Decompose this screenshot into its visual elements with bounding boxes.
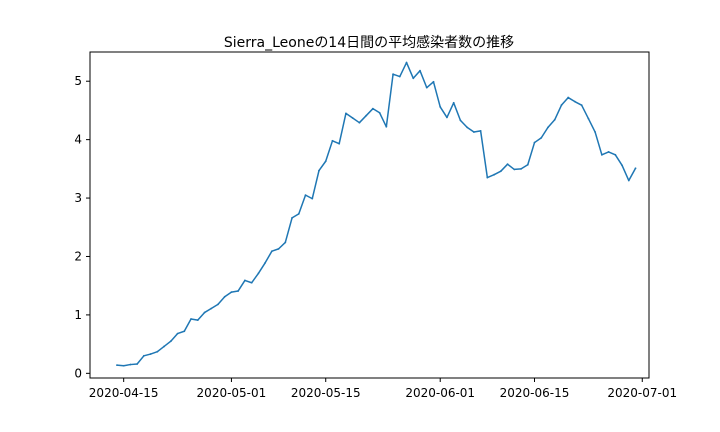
data-point bbox=[432, 80, 435, 83]
data-point bbox=[553, 118, 556, 121]
x-tick-label: 2020-07-01 bbox=[607, 386, 677, 400]
data-point bbox=[452, 101, 455, 104]
data-point bbox=[600, 153, 603, 156]
data-point bbox=[621, 164, 623, 167]
series-points bbox=[116, 61, 637, 367]
data-point bbox=[284, 241, 287, 244]
data-point bbox=[338, 142, 341, 145]
data-point bbox=[217, 303, 219, 306]
data-point bbox=[331, 139, 334, 142]
data-point bbox=[291, 217, 293, 219]
data-point bbox=[196, 319, 199, 322]
data-point bbox=[250, 281, 253, 284]
data-point bbox=[365, 114, 368, 117]
data-point bbox=[358, 121, 361, 124]
data-point bbox=[270, 250, 273, 253]
y-tick-label: 1 bbox=[74, 308, 82, 322]
y-tick-label: 5 bbox=[74, 74, 82, 88]
plot-area-frame bbox=[89, 51, 650, 379]
chart-title: Sierra_Leoneの14日間の平均感染者数の推移 bbox=[224, 34, 514, 51]
data-point bbox=[486, 176, 489, 179]
data-point bbox=[324, 160, 327, 163]
data-point bbox=[446, 116, 448, 119]
data-point bbox=[237, 290, 240, 292]
data-point bbox=[371, 107, 374, 110]
data-point bbox=[318, 169, 320, 172]
data-point bbox=[412, 77, 415, 80]
data-point bbox=[526, 163, 529, 166]
data-point bbox=[116, 364, 118, 367]
data-point bbox=[297, 212, 300, 215]
data-point bbox=[129, 363, 132, 366]
data-point bbox=[264, 262, 267, 264]
data-point bbox=[223, 295, 226, 298]
data-point bbox=[136, 363, 139, 365]
y-tick-label: 3 bbox=[74, 191, 82, 205]
data-point bbox=[398, 75, 401, 78]
data-point bbox=[614, 153, 617, 156]
data-point bbox=[627, 179, 630, 182]
series-line bbox=[116, 61, 637, 367]
data-point bbox=[533, 141, 536, 144]
data-point bbox=[385, 125, 388, 128]
data-point bbox=[425, 86, 428, 89]
y-axis: 0 1 2 3 4 5 bbox=[74, 74, 90, 380]
x-axis: 2020-04-15 2020-05-01 2020-05-15 2020-06-01… bbox=[89, 378, 677, 400]
data-point bbox=[540, 136, 543, 139]
data-point bbox=[183, 330, 186, 333]
data-point bbox=[392, 73, 394, 76]
data-point bbox=[479, 129, 482, 132]
data-point bbox=[156, 350, 159, 353]
data-point bbox=[587, 117, 590, 120]
data-point bbox=[405, 61, 408, 64]
data-point bbox=[190, 318, 192, 320]
data-point bbox=[567, 96, 570, 99]
data-point bbox=[378, 111, 381, 114]
data-point bbox=[122, 364, 125, 367]
data-point bbox=[439, 106, 442, 108]
x-tick-label: 2020-06-15 bbox=[500, 386, 570, 400]
data-point bbox=[574, 100, 576, 103]
data-point bbox=[466, 126, 469, 129]
data-point bbox=[459, 119, 462, 122]
data-point bbox=[419, 69, 421, 72]
data-point bbox=[472, 131, 475, 133]
data-point bbox=[163, 345, 165, 348]
data-point bbox=[594, 131, 597, 133]
data-point bbox=[210, 307, 213, 310]
data-point bbox=[351, 117, 354, 119]
y-tick-label: 2 bbox=[74, 249, 82, 263]
data-point bbox=[607, 151, 610, 153]
data-point bbox=[176, 332, 179, 335]
data-point bbox=[560, 104, 563, 107]
x-tick-label: 2020-05-15 bbox=[291, 386, 361, 400]
x-tick-label: 2020-06-01 bbox=[405, 386, 475, 400]
x-tick-label: 2020-04-15 bbox=[89, 386, 159, 400]
data-point bbox=[513, 168, 516, 171]
data-point bbox=[506, 163, 509, 166]
data-point bbox=[499, 170, 502, 173]
data-point bbox=[230, 291, 233, 294]
y-tick-label: 0 bbox=[74, 366, 82, 380]
data-point bbox=[149, 353, 152, 355]
data-point bbox=[203, 311, 206, 314]
data-point bbox=[493, 173, 495, 176]
data-point bbox=[520, 167, 522, 170]
x-tick-label: 2020-05-01 bbox=[197, 386, 267, 400]
data-point bbox=[304, 194, 307, 197]
data-point bbox=[345, 112, 347, 115]
data-point bbox=[547, 126, 549, 129]
data-point bbox=[277, 247, 280, 250]
data-point bbox=[580, 104, 583, 107]
y-tick-label: 4 bbox=[74, 133, 82, 147]
data-point bbox=[142, 354, 145, 357]
data-point bbox=[257, 272, 260, 275]
series-layer bbox=[116, 61, 637, 367]
data-point bbox=[311, 197, 314, 200]
data-point bbox=[169, 340, 172, 343]
data-point bbox=[244, 279, 246, 282]
data-point bbox=[634, 167, 637, 170]
